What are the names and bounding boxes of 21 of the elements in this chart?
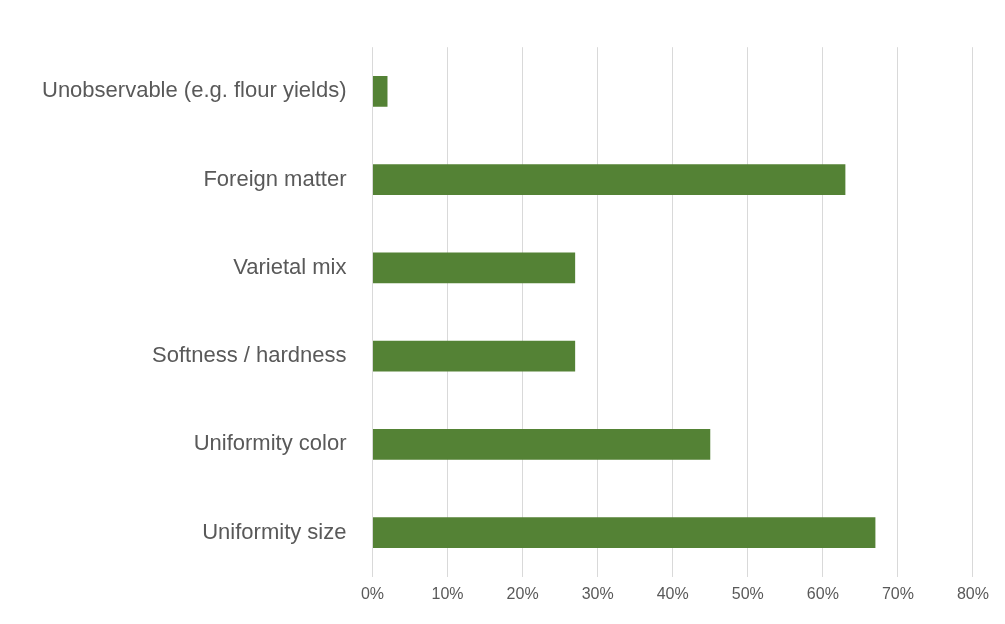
x-tick-label: 70% [881, 584, 914, 602]
bar [372, 75, 388, 107]
x-tick-label: 60% [806, 584, 839, 602]
y-tick-label: Varietal mix [233, 253, 347, 279]
y-tick-label: Softness / hardness [152, 342, 347, 368]
bar [372, 164, 846, 196]
y-tick-label: Uniformity color [193, 430, 347, 456]
bar [372, 252, 576, 284]
bar [372, 517, 876, 549]
x-tick-label: 10% [431, 584, 464, 602]
x-tick-label: 40% [656, 584, 689, 602]
x-tick-label: 30% [581, 584, 614, 602]
y-tick-label: Foreign matter [203, 165, 347, 191]
x-tick-label: 80% [956, 584, 989, 602]
y-tick-label: Uniformity size [202, 518, 347, 544]
bar [372, 340, 576, 372]
x-tick-label: 20% [506, 584, 539, 602]
bar [372, 428, 711, 460]
y-tick-label: Unobservable (e.g. flour yields) [41, 77, 347, 103]
x-tick-label: 50% [731, 584, 764, 602]
x-tick-label: 0% [360, 584, 385, 602]
